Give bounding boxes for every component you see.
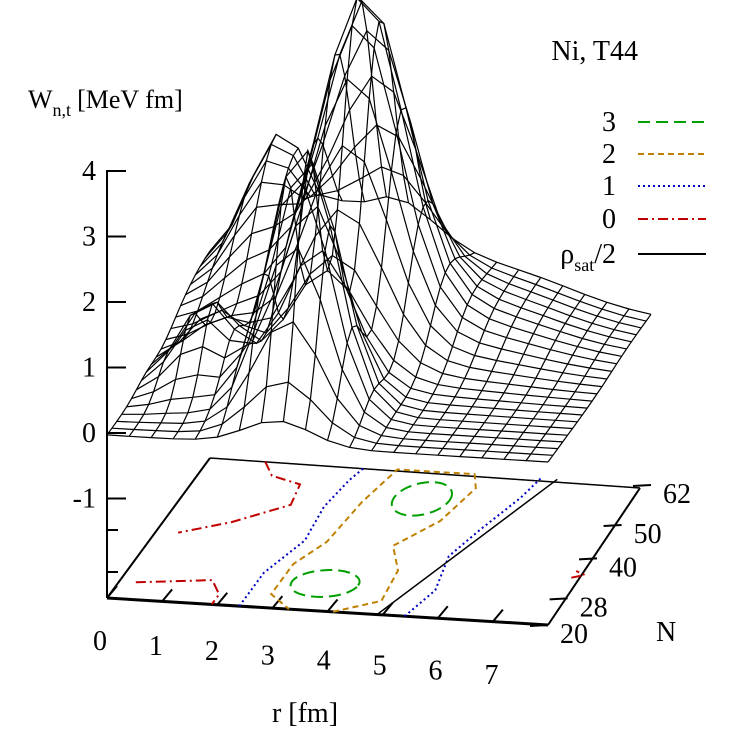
- x-tick-label: 4: [317, 646, 331, 677]
- z-tick-label: 4: [82, 156, 96, 187]
- contour-level-1-right: [404, 477, 542, 617]
- y-tick-mark: [603, 524, 622, 527]
- surface-gridline-r: [547, 313, 652, 463]
- surface-gridline-N: [204, 143, 647, 322]
- legend-label: 0: [602, 204, 616, 235]
- y-tick-mark: [578, 557, 598, 561]
- surface-gridline-r: [415, 269, 520, 455]
- x-tick-mark: [106, 585, 118, 599]
- surface: [106, 0, 652, 463]
- chart-title: Ni, T44: [551, 36, 638, 67]
- y-axis-label: N: [656, 617, 676, 648]
- x-tick-mark: [326, 598, 339, 613]
- surface-gridline-r: [503, 301, 608, 460]
- contours: [135, 460, 588, 617]
- z-axis-label-unit: [MeV fm]: [77, 85, 183, 114]
- x-tick-mark: [216, 592, 229, 606]
- y-tick-label: 20: [560, 619, 588, 650]
- surface-gridline-r: [459, 285, 564, 457]
- x-tick-label: 7: [484, 660, 498, 691]
- z-tick-label: 3: [82, 222, 96, 253]
- contour-level-3: [390, 481, 454, 517]
- z-axis-label-sub: n,t: [53, 100, 72, 120]
- legend-label: 1: [602, 171, 616, 202]
- surface-gridline-N: [106, 420, 549, 463]
- y-tick-label: 62: [663, 479, 691, 510]
- x-tick-label: 5: [373, 650, 387, 681]
- legend-item: ρsat/2: [560, 239, 706, 275]
- x-axis-label: r [fm]: [272, 698, 338, 729]
- y-tick-label: 40: [609, 552, 637, 583]
- base-plane: [106, 457, 641, 627]
- legend-item: 0: [602, 204, 706, 235]
- surface-gridline-N: [136, 162, 578, 423]
- surface-gridline-r: [282, 0, 387, 422]
- surface-gridline-r: [106, 250, 211, 436]
- x-tick-mark: [436, 605, 449, 619]
- x-tick-label: 0: [93, 626, 107, 657]
- legend-label: ρsat/2: [560, 239, 616, 275]
- y-tick-label: 28: [580, 592, 608, 623]
- surface-gridline-r: [128, 224, 233, 437]
- surface-gridline-r: [260, 53, 365, 423]
- x-tick-label: 2: [205, 636, 219, 667]
- x-tick-label: 6: [429, 655, 443, 686]
- surface-gridline-r: [326, 106, 432, 441]
- z-axis-label-main: W: [28, 85, 53, 114]
- surface-gridline-r: [393, 261, 498, 453]
- z-tick-label: 1: [82, 353, 96, 384]
- surface-gridline-N: [165, 144, 607, 380]
- surface-gridline-r: [194, 147, 299, 440]
- y-tick-label: 50: [634, 519, 662, 550]
- contour-rho-sat-half: [376, 478, 558, 616]
- x-tick-mark: [492, 608, 504, 623]
- legend-label: 2: [602, 139, 616, 170]
- contour-level-2: [269, 468, 477, 613]
- z-axis-label: Wn,t [MeV fm]: [28, 85, 183, 120]
- x-tick-mark: [161, 588, 173, 603]
- surface-gridline-N: [199, 124, 642, 329]
- surface-gridline-N: [140, 205, 583, 416]
- legend-item: 2: [602, 139, 706, 170]
- surface-gridline-r: [371, 252, 475, 452]
- y-tick-mark: [632, 484, 652, 487]
- x-tick-mark: [271, 595, 284, 609]
- contour-level-3: [289, 568, 361, 599]
- x-tick-label: 1: [149, 631, 163, 662]
- x-ticks: 0 1 2 3 4 5 6 7: [93, 585, 504, 691]
- z-tick-label: 2: [82, 287, 96, 318]
- surface-gridline-r: [525, 308, 630, 461]
- surface-gridline-r: [216, 194, 321, 438]
- legend-item: 3: [602, 107, 706, 138]
- surface-gridline-N: [131, 149, 573, 430]
- contour-level-0-bottom: [135, 579, 221, 605]
- y-tick-mark: [529, 624, 549, 627]
- surface-gridline-r: [481, 294, 586, 459]
- legend-label: 3: [602, 107, 616, 138]
- surface-gridline-r: [349, 199, 454, 448]
- surface-gridline-r: [238, 137, 343, 431]
- z-ticks: 4 3 2 1 0 -1: [73, 156, 126, 573]
- legend-item: 1: [602, 171, 706, 202]
- y-tick-mark: [549, 597, 568, 601]
- z-tick-label: 0: [82, 418, 96, 449]
- surface-gridline-r: [172, 134, 277, 440]
- surface-gridline-r: [304, 20, 410, 430]
- x-tick-label: 3: [261, 641, 275, 672]
- surface-gridline-N: [155, 254, 598, 395]
- surface-gridline-r: [437, 277, 542, 456]
- contour-level-0-edge: [571, 570, 588, 579]
- z-tick-label: -1: [73, 484, 96, 515]
- surface-gridline-r: [150, 173, 255, 438]
